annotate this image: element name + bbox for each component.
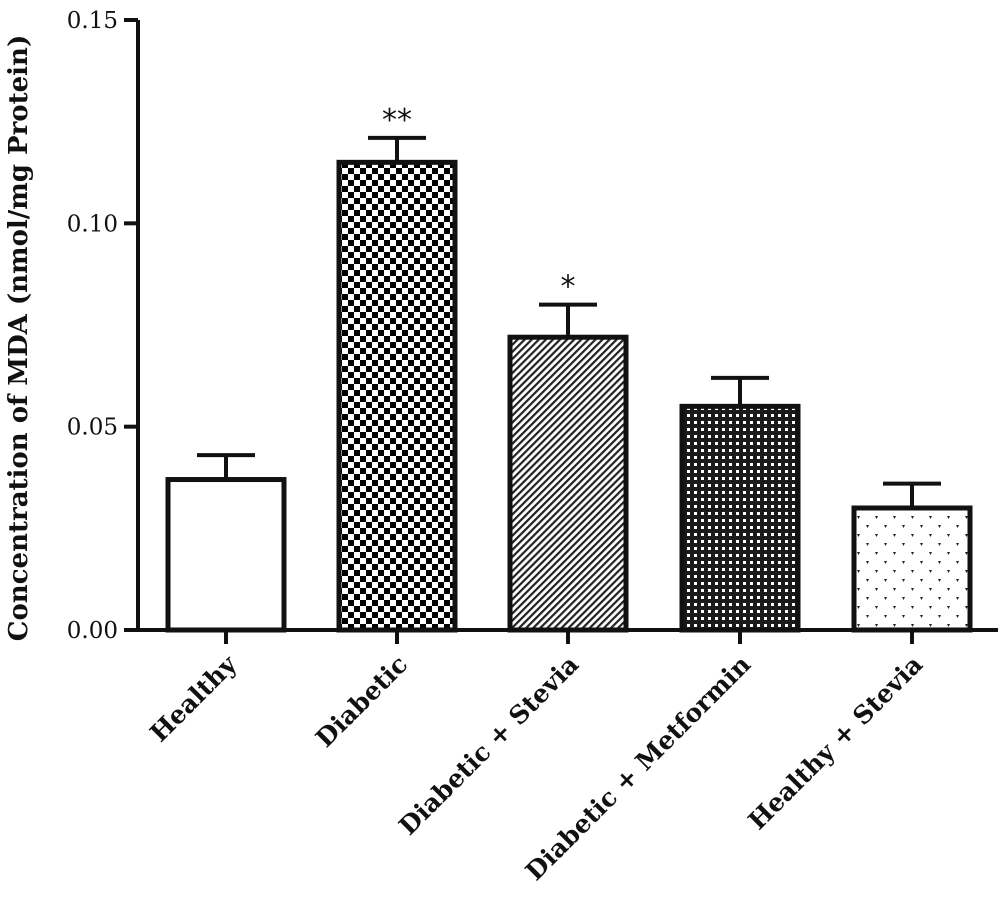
bar (851, 505, 973, 633)
y-axis-title: Concentration of MDA (nmol/mg Protein) (4, 35, 34, 641)
bar (679, 403, 801, 633)
y-tick-label: 0.00 (67, 618, 118, 644)
bar (336, 159, 458, 633)
significance-label: * (561, 270, 576, 305)
y-tick-label: 0.15 (67, 8, 118, 34)
x-tick-label: Healthy (144, 649, 243, 748)
y-tick-label: 0.10 (67, 211, 118, 237)
bar (165, 477, 287, 633)
x-tick-label: Diabetic + Stevia (393, 650, 584, 841)
bar (507, 334, 629, 633)
significance-label: ** (382, 103, 412, 138)
y-tick-label: 0.05 (67, 415, 118, 441)
x-tick-label: Healthy + Stevia (743, 650, 929, 836)
x-tick-label: Diabetic (310, 650, 413, 753)
